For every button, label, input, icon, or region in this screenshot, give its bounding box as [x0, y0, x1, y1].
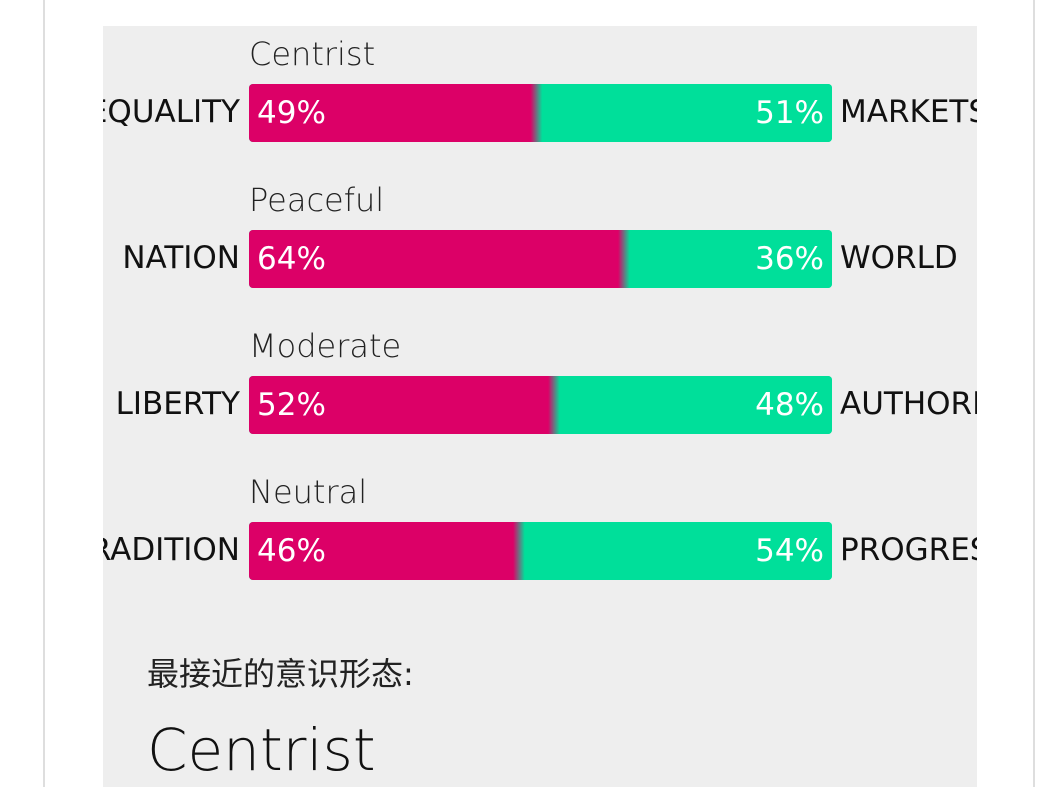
axis-civil: Moderate LIBERTY 52% 48% AUTHORITY: [103, 318, 977, 438]
right-percent: 36%: [755, 241, 824, 277]
axis-label: Peaceful: [249, 181, 385, 219]
right-value-name: PROGRESS: [840, 532, 977, 568]
axis-economic: Centrist EQUALITY 49% 51% MARKETS: [103, 26, 977, 146]
right-percent: 54%: [755, 533, 824, 569]
axis-diplomatic: Peaceful NATION 64% 36% WORLD: [103, 172, 977, 292]
axis-societal: Neutral TRADITION 46% 54% PROGRESS: [103, 464, 977, 584]
frame-border-right: [1033, 0, 1035, 787]
right-value-name: WORLD: [840, 240, 958, 276]
left-fill: [249, 522, 832, 580]
score-bar: 49% 51%: [249, 84, 832, 142]
left-value-name: TRADITION: [103, 532, 240, 568]
score-bar: 52% 48%: [249, 376, 832, 434]
closest-ideology-label: 最接近的意识形态:: [147, 655, 414, 693]
left-value-name: EQUALITY: [103, 94, 240, 130]
right-value-name: AUTHORITY: [840, 386, 977, 422]
closest-ideology-value: Centrist: [147, 716, 376, 784]
left-fill: [249, 84, 832, 142]
axis-label: Moderate: [249, 327, 402, 365]
left-fill: [249, 376, 832, 434]
axis-label: Centrist: [249, 35, 376, 73]
left-value-name: NATION: [122, 240, 240, 276]
right-percent: 51%: [755, 95, 824, 131]
axis-label: Neutral: [249, 473, 368, 511]
left-percent: 46%: [257, 533, 326, 569]
score-bar: 46% 54%: [249, 522, 832, 580]
left-percent: 64%: [257, 241, 326, 277]
left-percent: 52%: [257, 387, 326, 423]
left-fill: [249, 230, 832, 288]
left-percent: 49%: [257, 95, 326, 131]
score-bar: 64% 36%: [249, 230, 832, 288]
right-value-name: MARKETS: [840, 94, 977, 130]
frame-border-left: [43, 0, 45, 787]
results-panel: Centrist EQUALITY 49% 51% MARKETS Peacef…: [103, 26, 977, 787]
left-value-name: LIBERTY: [115, 386, 240, 422]
right-percent: 48%: [755, 387, 824, 423]
